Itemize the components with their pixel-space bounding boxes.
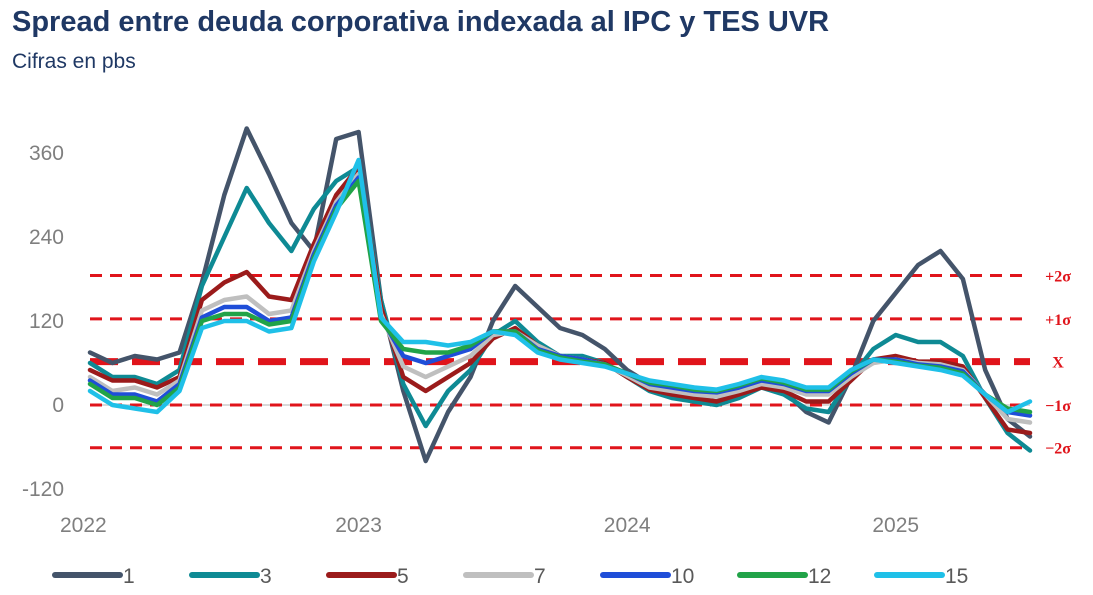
series-line-12: [87, 178, 1033, 415]
legend: 1 3 5 7 10 12 15: [52, 565, 968, 588]
reference-line-label: −2σ: [1045, 441, 1071, 458]
x-axis-ticks: 2022 2023 2024 2025: [60, 514, 919, 537]
y-tick-label: 0: [52, 394, 64, 417]
x-tick-label: 2023: [335, 514, 382, 537]
y-tick-label: 360: [29, 142, 64, 165]
legend-label-3: 3: [260, 565, 272, 588]
series-line-15: [87, 157, 1033, 415]
reference-line-label: +2σ: [1045, 269, 1071, 286]
y-tick-label: 240: [29, 226, 64, 249]
series-line-1: [87, 126, 1033, 464]
y-tick-label: -120: [22, 478, 64, 501]
y-tick-label: 120: [29, 310, 64, 333]
x-tick-label: 2025: [872, 514, 919, 537]
legend-label-5: 5: [397, 565, 409, 588]
y-axis-ticks: -120 0 120 240 360: [22, 142, 64, 501]
legend-label-10: 10: [671, 565, 694, 588]
reference-line-label: +1σ: [1045, 312, 1071, 329]
reference-line-label: X: [1052, 355, 1064, 372]
x-tick-label: 2024: [604, 514, 651, 537]
x-tick-label: 2022: [60, 514, 107, 537]
reference-line-label: −1σ: [1045, 398, 1071, 415]
legend-label-15: 15: [945, 565, 968, 588]
legend-label-1: 1: [123, 565, 135, 588]
legend-label-7: 7: [534, 565, 546, 588]
legend-label-12: 12: [808, 565, 831, 588]
series-lines: [87, 126, 1033, 464]
series-line-10: [87, 175, 1033, 418]
chart-subtitle: Cifras en pbs: [12, 50, 136, 73]
chart-title: Spread entre deuda corporativa indexada …: [12, 6, 830, 38]
reference-band-labels: +2σ +1σ X −1σ −2σ: [1045, 269, 1071, 458]
